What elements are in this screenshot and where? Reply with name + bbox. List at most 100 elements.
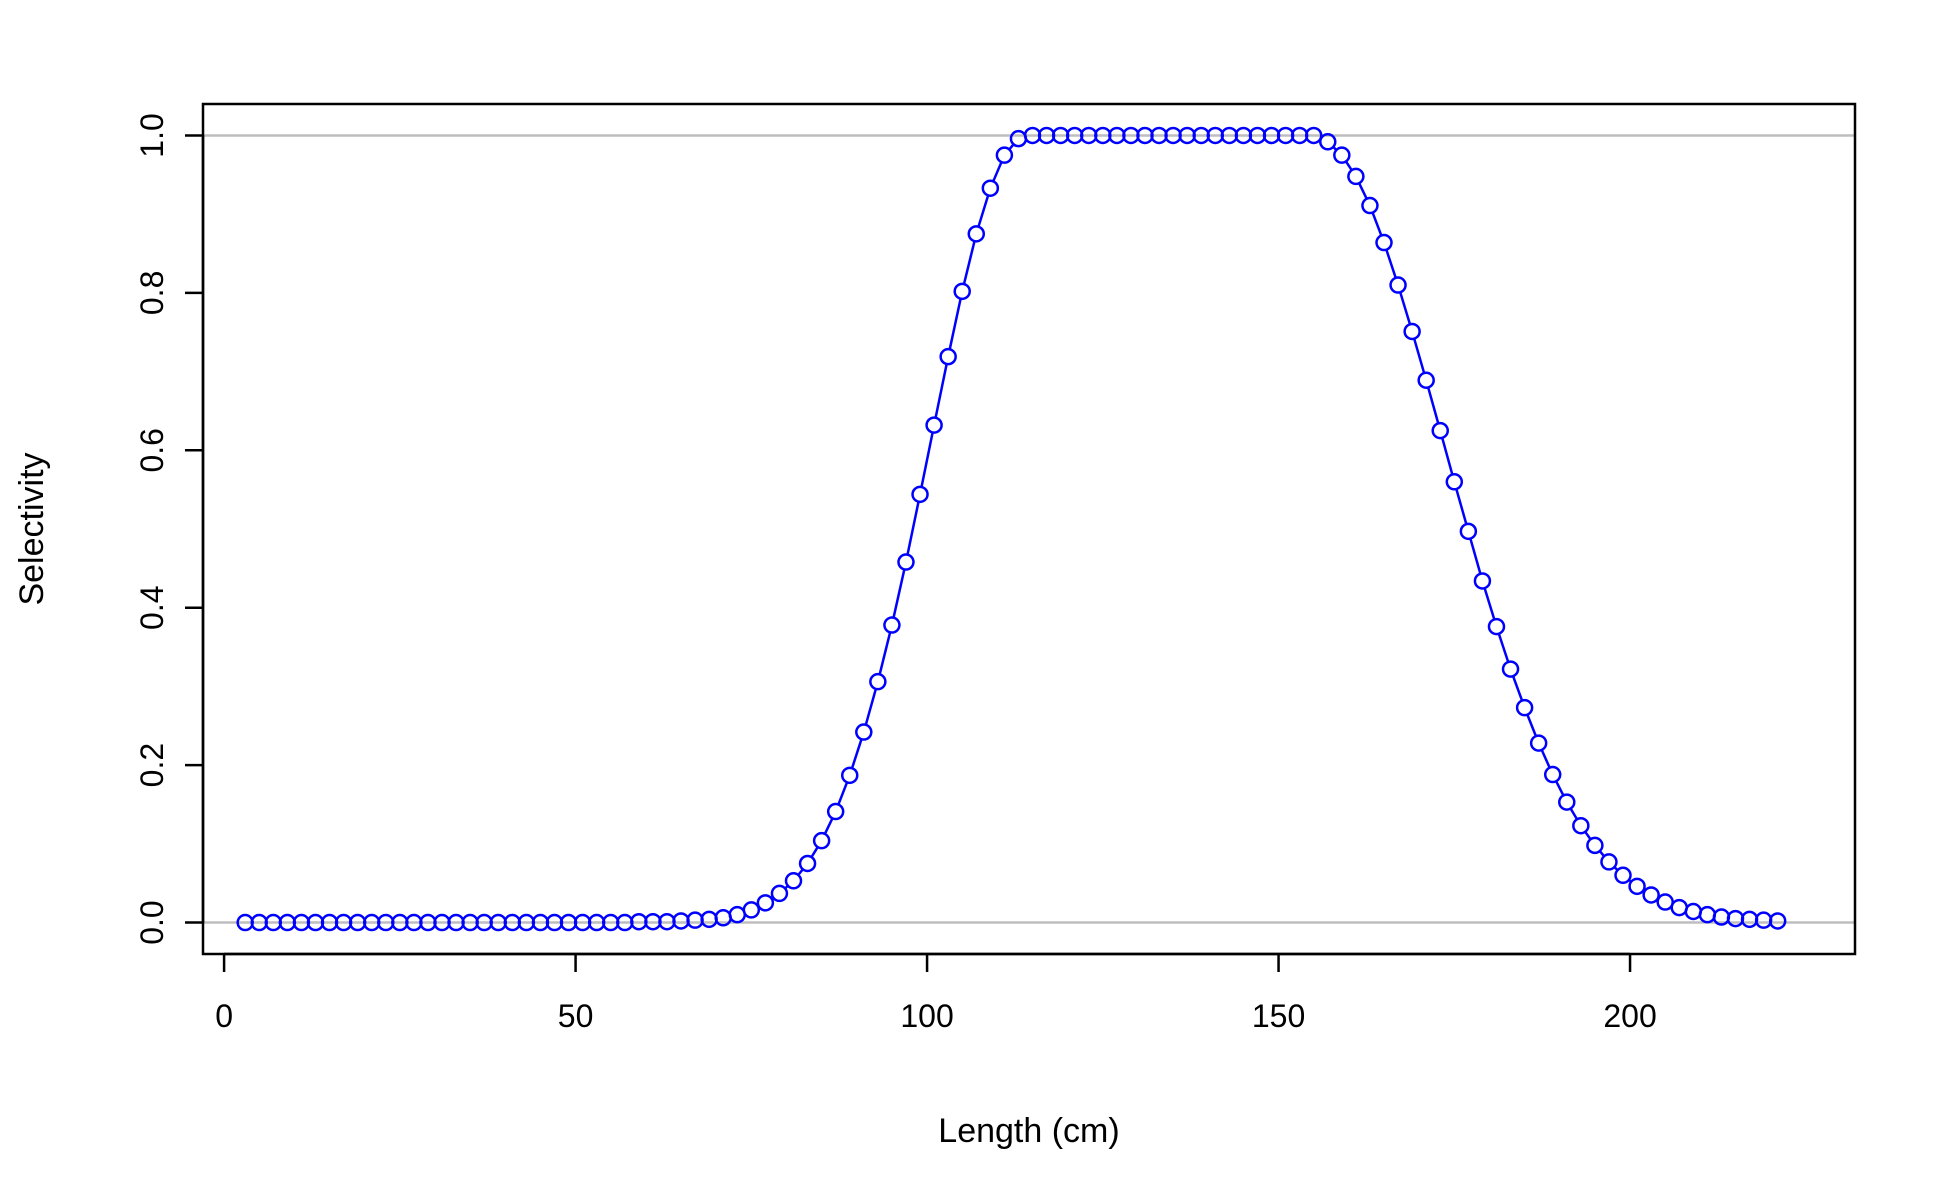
data-point xyxy=(1501,660,1520,678)
y-axis: 0.0 0.2 0.4 0.6 0.8 1.0 xyxy=(134,113,205,945)
series-line-segment xyxy=(1497,633,1510,663)
data-point xyxy=(1543,765,1562,784)
data-point xyxy=(1628,877,1646,896)
data-point xyxy=(812,831,831,850)
data-point xyxy=(1572,816,1590,835)
series-line-segment xyxy=(823,817,834,835)
series-line-segment xyxy=(1569,807,1579,820)
series-line-segment xyxy=(920,432,934,488)
series-line-segment xyxy=(977,195,990,228)
data-point xyxy=(925,416,943,434)
data-point xyxy=(1614,866,1632,885)
series-line-segment xyxy=(1555,780,1565,796)
data-point xyxy=(1375,233,1393,252)
data-point xyxy=(1726,909,1745,928)
data-point xyxy=(798,854,817,873)
series-line-segment xyxy=(892,569,906,618)
data-point xyxy=(953,282,971,301)
data-point xyxy=(1473,572,1492,590)
series-line-segment xyxy=(1540,749,1551,769)
series-line-segment xyxy=(878,631,892,675)
series-line-segment xyxy=(1455,488,1468,525)
series-line-segment xyxy=(1441,437,1454,475)
data-point xyxy=(883,616,901,634)
data-point xyxy=(1642,886,1660,904)
x-tick-label: 0 xyxy=(215,998,233,1034)
x-tick-label: 50 xyxy=(558,998,594,1034)
data-point xyxy=(1347,167,1365,186)
data-point xyxy=(1417,371,1435,389)
data-point xyxy=(1740,910,1759,929)
data-point xyxy=(672,912,690,930)
data-point xyxy=(1431,421,1449,440)
series-line-segment xyxy=(906,501,920,555)
data-point xyxy=(840,766,859,785)
data-point xyxy=(1009,129,1028,148)
data-point xyxy=(869,672,887,691)
series-line-segment xyxy=(1344,160,1353,171)
data-point xyxy=(1487,617,1506,636)
y-tick-label: 0.4 xyxy=(134,585,170,629)
data-point xyxy=(742,901,761,919)
data-point xyxy=(855,723,873,741)
y-axis-label: Selectivity xyxy=(13,452,51,605)
data-point xyxy=(1600,853,1618,871)
series-line-segment xyxy=(1426,387,1440,424)
data-point xyxy=(1333,146,1351,164)
data-point xyxy=(1586,836,1604,855)
series-line-segment xyxy=(1584,831,1592,841)
series-line-segment xyxy=(992,161,1003,182)
plot-frame xyxy=(201,102,1857,956)
data-point xyxy=(911,485,929,504)
data-point xyxy=(826,802,845,821)
y-tick-label: 0.2 xyxy=(134,743,170,787)
series-line-segment xyxy=(1469,538,1482,575)
reference-lines xyxy=(203,134,1855,924)
data-point xyxy=(1684,902,1703,921)
y-tick-label: 0.0 xyxy=(134,900,170,944)
data-point xyxy=(1698,905,1717,924)
series-line-segment xyxy=(1526,714,1538,737)
x-axis-label: Length (cm) xyxy=(938,1112,1119,1150)
x-axis: 0 50 100 150 200 xyxy=(215,952,1657,1034)
series-line-segment xyxy=(1511,675,1524,702)
data-point xyxy=(700,910,718,929)
series-line-segment xyxy=(850,738,863,769)
data-point xyxy=(897,553,915,571)
series-line-segment xyxy=(1385,249,1397,279)
y-tick-label: 1.0 xyxy=(134,113,170,157)
series-line-segment xyxy=(934,363,948,419)
x-tick-label: 150 xyxy=(1252,998,1305,1034)
data-point xyxy=(981,179,1000,197)
data-point xyxy=(939,347,957,366)
series-layer xyxy=(236,126,1787,932)
data-point xyxy=(1754,911,1773,929)
series-line-segment xyxy=(1371,212,1383,236)
series-line-segment xyxy=(1412,338,1426,374)
data-point xyxy=(770,884,789,903)
data-point xyxy=(1515,698,1534,717)
data-point xyxy=(1361,196,1379,215)
series-line-segment xyxy=(948,298,962,350)
data-point xyxy=(686,911,704,929)
series-0 xyxy=(236,126,1787,932)
data-point xyxy=(1670,898,1689,917)
series-line-segment xyxy=(837,781,849,806)
data-point xyxy=(1319,133,1337,151)
data-point xyxy=(784,872,803,890)
data-point xyxy=(1529,734,1548,752)
series-line-segment xyxy=(1358,182,1368,200)
series-line-segment xyxy=(962,240,976,285)
y-tick-label: 0.6 xyxy=(134,428,170,472)
series-line-segment xyxy=(1399,291,1412,325)
data-point xyxy=(1768,912,1787,930)
data-point xyxy=(728,905,747,924)
series-line-segment xyxy=(1483,587,1496,620)
x-tick-label: 200 xyxy=(1603,998,1656,1034)
y-tick-label: 0.8 xyxy=(134,271,170,315)
data-point xyxy=(1304,126,1323,145)
series-line-segment xyxy=(864,688,878,726)
data-point xyxy=(1558,793,1576,811)
data-point xyxy=(1656,893,1674,911)
